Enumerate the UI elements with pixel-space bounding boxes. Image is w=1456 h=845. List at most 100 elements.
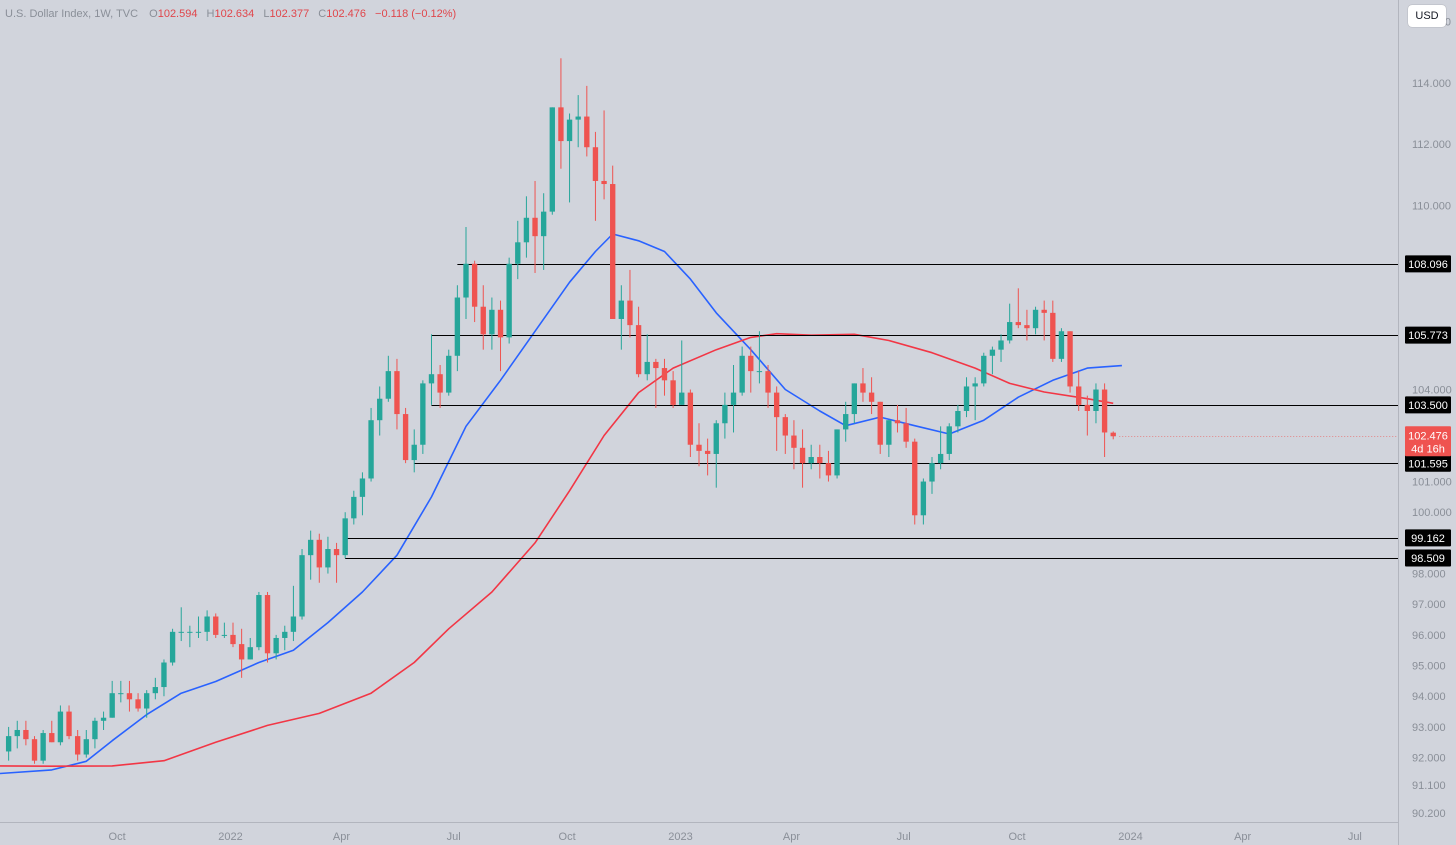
candle-body	[307, 539, 314, 556]
candle-body	[40, 733, 46, 761]
price-level-tag	[1405, 549, 1451, 567]
price-level-tag-text: 105.773	[1408, 330, 1448, 342]
candle-body	[981, 355, 987, 384]
candle-body	[558, 107, 564, 142]
price-axis[interactable]: 116.000114.000112.000110.000104.000101.0…	[1398, 0, 1452, 845]
candle-body	[49, 733, 55, 743]
x-tick-label: Oct	[559, 831, 576, 843]
candle-body	[178, 631, 184, 633]
candle-body	[135, 699, 141, 709]
y-tick-label: 114.000	[1412, 78, 1451, 90]
candle-body	[601, 180, 607, 185]
candle-body	[489, 309, 495, 335]
candle-body	[679, 392, 685, 405]
price-level-tag-text: 98.509	[1411, 553, 1445, 565]
price-level-tag	[1405, 529, 1451, 547]
currency-button[interactable]: USD	[1408, 5, 1446, 27]
x-tick-label: 2024	[1118, 831, 1142, 843]
candle-body	[1067, 331, 1073, 387]
y-tick-label: 100.000	[1412, 507, 1452, 519]
candle-body	[506, 263, 512, 338]
x-tick-label: Apr	[1234, 831, 1251, 843]
candle-body	[230, 634, 236, 645]
candle-body	[730, 392, 737, 405]
candle-body	[782, 417, 788, 436]
candle-body	[204, 616, 210, 632]
y-tick-label: 95.000	[1412, 661, 1446, 673]
candle-body	[1093, 389, 1099, 411]
candle-body	[1032, 309, 1039, 329]
candle-body	[92, 720, 98, 740]
candle-body	[66, 711, 72, 737]
candle-body	[273, 637, 279, 654]
close-label: C	[318, 8, 327, 20]
candle-body	[74, 736, 81, 755]
y-tick-label: 91.100	[1412, 780, 1446, 792]
candle-body	[799, 447, 806, 464]
candle-body	[851, 383, 858, 415]
candle-body	[963, 386, 970, 411]
candle-body	[523, 217, 530, 243]
candle-body	[57, 711, 64, 743]
candle-body	[31, 739, 38, 761]
low-label: L	[263, 8, 270, 20]
price-level-tag-text: 108.096	[1408, 259, 1448, 271]
candle-body	[282, 631, 288, 638]
candle-body	[912, 441, 918, 516]
last-price-tag-value: 102.476	[1408, 430, 1448, 442]
candle-body	[937, 453, 944, 464]
candle-body	[446, 355, 452, 393]
candle-body	[808, 457, 814, 464]
price-level-tag-text: 103.500	[1408, 400, 1448, 412]
candle-body	[377, 398, 383, 421]
candle-body	[299, 555, 305, 617]
candle-body	[566, 119, 573, 142]
candle-body	[1110, 432, 1116, 437]
candle-body	[238, 644, 245, 660]
candle-body	[696, 444, 702, 451]
x-tick-label: Apr	[783, 831, 800, 843]
candle-body	[610, 184, 616, 319]
x-tick-label: Jul	[897, 831, 911, 843]
candle-body	[627, 300, 633, 326]
candle-body	[989, 349, 996, 356]
candle-body	[1006, 322, 1013, 341]
price-level-tag	[1405, 454, 1451, 472]
y-tick-label: 96.000	[1412, 630, 1446, 642]
symbol-title[interactable]: U.S. Dollar Index, 1W, TVC	[5, 8, 139, 20]
candle-body	[825, 463, 832, 476]
candle-body	[118, 693, 124, 695]
price-axis-labels: 108.096 105.773 103.500 101.595 99.162 98.509…	[1119, 255, 1451, 567]
open-label: O	[149, 8, 158, 20]
high-label: H	[206, 8, 215, 20]
candle-body	[247, 647, 253, 660]
candle-body	[584, 116, 590, 148]
candle-body	[187, 631, 193, 633]
change-value: −0.118 (−0.12%)	[375, 8, 457, 20]
price-level-tag	[1405, 396, 1451, 414]
candle-body	[756, 371, 763, 373]
candle-body	[126, 693, 133, 700]
candle-body	[549, 107, 555, 212]
y-tick-label: 98.000	[1412, 569, 1446, 581]
candle-body	[411, 444, 417, 461]
candle-body	[644, 361, 650, 375]
candle-body	[1041, 309, 1047, 313]
candle-body	[368, 420, 374, 479]
candle-body	[955, 411, 961, 427]
candle-body	[868, 392, 875, 402]
x-tick-label: Oct	[1009, 831, 1026, 843]
time-axis[interactable]: Oct 2022 Apr Jul Oct 2023 Apr Jul Oct 2024 Apr Jul	[0, 822, 1398, 844]
candle-body	[463, 263, 469, 298]
candle-body	[351, 496, 357, 519]
x-tick-label: Jul	[1348, 831, 1362, 843]
candle-body	[765, 371, 771, 393]
candle-body	[109, 693, 115, 718]
candle-body	[532, 217, 538, 237]
candle-body	[618, 300, 625, 319]
candle-body	[661, 368, 668, 381]
high-value: 102.634	[214, 8, 255, 20]
x-tick-label: Jul	[447, 831, 461, 843]
candle-body	[929, 463, 935, 482]
